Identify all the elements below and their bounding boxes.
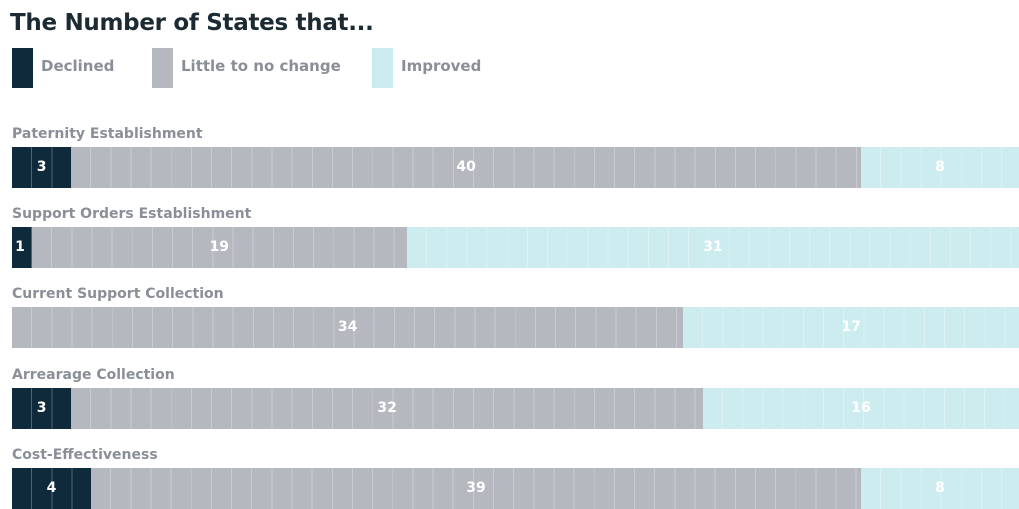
data-label-declined: 4 bbox=[46, 480, 57, 496]
bar-segment-declined bbox=[12, 147, 72, 188]
data-label-improved: 17 bbox=[841, 319, 861, 335]
bar-segment-improved bbox=[703, 388, 1019, 429]
bar-segment-little-to-no-change bbox=[71, 147, 862, 188]
chart-row: Arrearage Collection 3 32 16 bbox=[12, 367, 1019, 429]
bar-segment-declined bbox=[12, 227, 32, 268]
bar-segment-declined bbox=[12, 388, 72, 429]
row-label: Support Orders Establishment bbox=[12, 206, 252, 222]
row-label: Paternity Establishment bbox=[12, 126, 203, 142]
bar-track: 4 39 8 bbox=[12, 468, 1019, 509]
bar-segment-improved bbox=[683, 307, 1019, 348]
data-label-little-to-no-change: 32 bbox=[377, 400, 397, 416]
legend-label-improved: Improved bbox=[401, 57, 482, 75]
bar-track: 1 19 31 bbox=[12, 227, 1019, 268]
chart-title: The Number of States that... bbox=[10, 10, 374, 36]
chart-row: Paternity Establishment 3 40 8 bbox=[12, 126, 1019, 188]
legend-label-declined: Declined bbox=[41, 57, 115, 75]
data-label-little-to-no-change: 39 bbox=[466, 480, 486, 496]
bar-segment-improved bbox=[861, 147, 1019, 188]
chart-row: Support Orders Establishment 1 19 31 bbox=[12, 206, 1019, 268]
bar-segment-little-to-no-change bbox=[71, 388, 704, 429]
data-label-declined: 1 bbox=[15, 239, 25, 255]
data-label-improved: 31 bbox=[703, 239, 723, 255]
row-label: Current Support Collection bbox=[12, 286, 224, 302]
bar-segment-improved bbox=[406, 227, 1019, 268]
bar-track: 34 17 bbox=[12, 307, 1019, 348]
data-label-little-to-no-change: 19 bbox=[209, 239, 230, 255]
chart-row: Cost-Effectiveness 4 39 8 bbox=[12, 447, 1019, 509]
legend-label-little-to-no-change: Little to no change bbox=[181, 57, 341, 75]
legend-swatch-improved bbox=[372, 48, 393, 88]
row-label: Arrearage Collection bbox=[12, 367, 175, 383]
data-label-improved: 16 bbox=[851, 400, 871, 416]
data-label-little-to-no-change: 40 bbox=[456, 159, 476, 175]
legend-swatch-little-to-no-change bbox=[152, 48, 173, 88]
data-label-declined: 3 bbox=[36, 159, 47, 175]
chart-row: Current Support Collection 34 17 bbox=[12, 286, 1019, 348]
legend-swatch-declined bbox=[12, 48, 33, 88]
bar-track: 3 40 8 bbox=[12, 147, 1019, 188]
bar-segment-little-to-no-change bbox=[31, 227, 407, 268]
data-label-improved: 8 bbox=[935, 480, 945, 496]
row-label: Cost-Effectiveness bbox=[12, 447, 158, 463]
data-label-declined: 3 bbox=[36, 400, 47, 416]
data-label-little-to-no-change: 34 bbox=[337, 319, 358, 335]
bar-track: 3 32 16 bbox=[12, 388, 1019, 429]
data-label-improved: 8 bbox=[935, 159, 945, 175]
bar-segment-little-to-no-change bbox=[12, 307, 684, 348]
